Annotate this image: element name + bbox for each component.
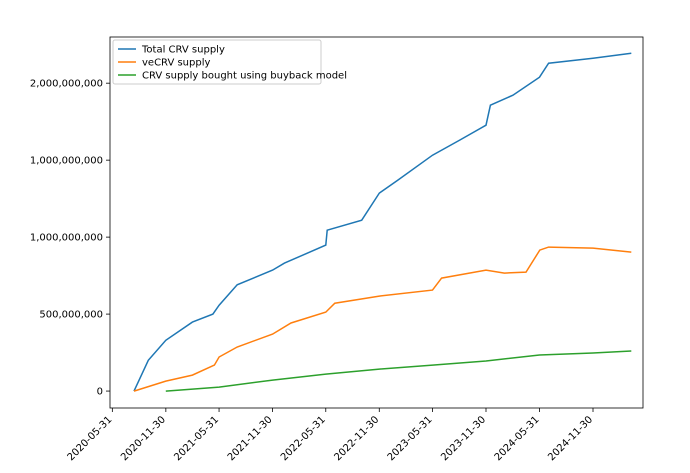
x-tick-label: 2023-11-30 bbox=[439, 414, 488, 463]
x-tick-label: 2021-05-31 bbox=[172, 414, 221, 463]
x-tick-label: 2022-05-31 bbox=[279, 414, 328, 463]
x-tick-label: 2024-11-30 bbox=[546, 414, 595, 463]
x-tick-label: 2020-11-30 bbox=[119, 414, 168, 463]
legend-box bbox=[112, 39, 322, 85]
x-tick-label: 2021-11-30 bbox=[226, 414, 275, 463]
y-tick-label: 1,000,000,000 bbox=[30, 233, 103, 244]
legend-label: CRV supply bought using buyback model bbox=[142, 71, 347, 82]
y-tick-label: 1,000,000,000 bbox=[30, 156, 103, 167]
y-tick-label: 500,000,000 bbox=[39, 310, 103, 321]
legend-label: veCRV supply bbox=[142, 58, 210, 69]
x-tick-label: 2024-05-31 bbox=[493, 414, 542, 463]
line-series bbox=[133, 52, 632, 392]
x-tick-label: 2023-05-31 bbox=[386, 414, 435, 463]
axes-frame bbox=[109, 36, 644, 409]
line-series bbox=[165, 350, 632, 392]
line-series bbox=[133, 246, 632, 392]
y-tick-label: 2,000,000,000 bbox=[30, 79, 103, 90]
legend-label: Total CRV supply bbox=[141, 45, 225, 56]
x-tick-label: 2020-05-31 bbox=[66, 414, 115, 463]
x-tick-label: 2022-11-30 bbox=[333, 414, 382, 463]
y-tick-label: 0 bbox=[97, 387, 103, 398]
